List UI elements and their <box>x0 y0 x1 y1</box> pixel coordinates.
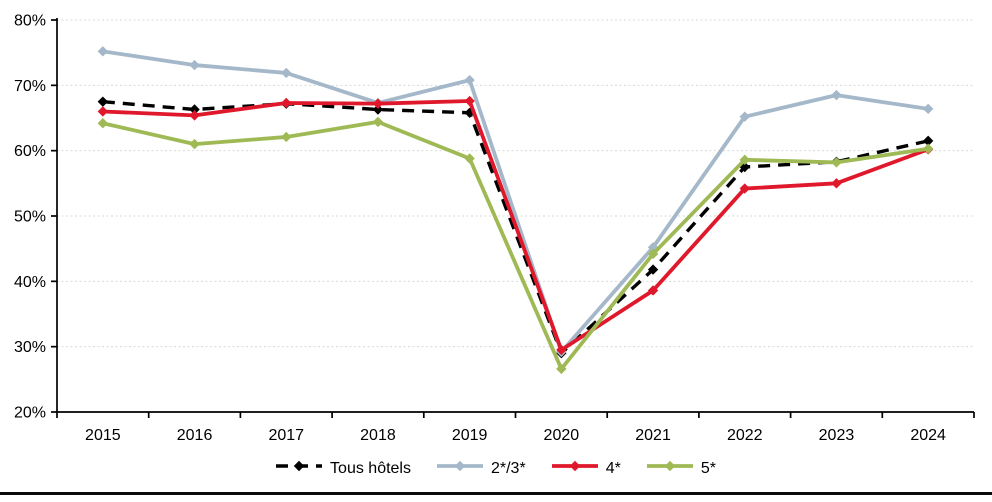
x-tick-label: 2018 <box>360 427 396 444</box>
series-marker-3 <box>556 363 567 375</box>
x-tick-label: 2019 <box>452 427 488 444</box>
series-marker-3 <box>97 118 109 129</box>
series-marker-1 <box>281 67 292 79</box>
series-marker-3 <box>189 138 200 150</box>
series-marker-0 <box>97 96 109 107</box>
legend-item-tous-hotels: Tous hôtels <box>276 459 411 478</box>
series-marker-2 <box>189 110 200 121</box>
y-tick-label: 50% <box>14 209 46 226</box>
x-tick-label: 2021 <box>635 427 671 444</box>
series-marker-1 <box>739 111 750 122</box>
series-marker-2 <box>556 344 567 356</box>
legend-label-tous-hotels: Tous hôtels <box>330 459 411 477</box>
series-marker-2 <box>281 97 292 109</box>
x-tick-label: 2024 <box>910 427 946 444</box>
x-tick-label: 2017 <box>268 427 304 444</box>
x-tick-label: 2022 <box>727 427 763 444</box>
series-marker-0 <box>189 104 200 115</box>
y-tick-label: 20% <box>14 405 46 422</box>
series-marker-3 <box>464 153 475 164</box>
series-marker-1 <box>922 103 934 115</box>
x-tick-label: 2015 <box>85 427 121 444</box>
series-marker-0 <box>922 135 934 147</box>
legend-item-4-stars: 4* <box>551 459 621 478</box>
legend-line-sample-4-stars <box>551 459 598 478</box>
series-marker-3 <box>647 248 659 260</box>
legend-item-2-3-stars: 2*/3* <box>436 459 526 478</box>
series-marker-1 <box>831 89 842 101</box>
y-tick-label: 60% <box>14 143 46 160</box>
series-line-2 <box>102 99 929 352</box>
legend-sample-svg <box>551 460 598 472</box>
y-tick-label: 70% <box>14 78 46 95</box>
series-marker-2 <box>647 285 659 296</box>
legend-line-sample-2-3-stars <box>436 459 483 478</box>
legend-sample-svg <box>436 460 483 472</box>
series-marker-0 <box>647 264 659 275</box>
y-tick-label: 80% <box>14 13 46 30</box>
series-marker-1 <box>97 46 109 57</box>
series-marker-2 <box>372 98 384 109</box>
series-line-1 <box>102 49 929 354</box>
series-marker-2 <box>739 183 750 194</box>
legend-line-sample-tous-hotels <box>276 459 323 478</box>
series-marker-0 <box>372 104 384 115</box>
series-marker-1 <box>464 74 475 86</box>
x-tick-label: 2023 <box>819 427 855 444</box>
line-chart-svg: 20% 30% 40% 50% 60% 70% 80% 2015 2016 2017 2018 201… <box>14 13 975 444</box>
series-marker-3 <box>739 154 750 166</box>
y-tick-label: 40% <box>14 274 46 291</box>
x-tick-label: 2016 <box>177 427 213 444</box>
chart-legend: Tous hôtels 2*/3* 4* 5* <box>0 459 992 478</box>
legend-sample-svg <box>276 460 323 472</box>
legend-label-2-3-stars: 2*/3* <box>490 459 526 477</box>
series-marker-3 <box>281 131 292 143</box>
series-line-3 <box>102 120 929 371</box>
y-tick-label: 30% <box>14 339 46 356</box>
series-marker-1 <box>647 242 659 253</box>
series-marker-1 <box>189 59 200 71</box>
x-tick-label: 2020 <box>544 427 580 444</box>
series-marker-3 <box>372 116 384 128</box>
legend-line-sample-5-stars <box>646 459 693 478</box>
legend-sample-svg <box>646 460 693 472</box>
series-marker-2 <box>464 95 475 107</box>
series-marker-2 <box>97 106 109 117</box>
legend-item-5-stars: 5* <box>646 459 716 478</box>
series-marker-2 <box>831 178 842 189</box>
bottom-divider <box>0 492 992 495</box>
series-marker-3 <box>831 157 842 168</box>
legend-label-5-stars: 5* <box>700 459 716 477</box>
legend-label-4-stars: 4* <box>605 459 621 477</box>
series-marker-3 <box>922 143 934 154</box>
